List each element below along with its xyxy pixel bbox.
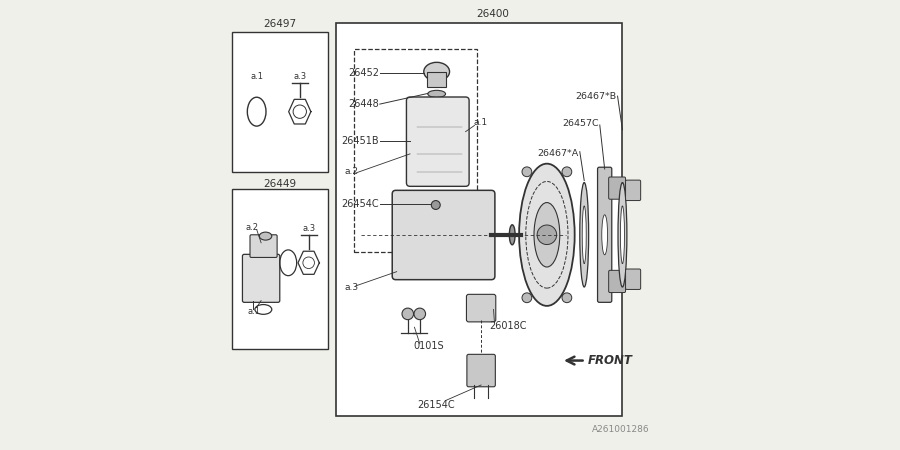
Circle shape [562,167,572,177]
Text: 26497: 26497 [263,19,296,29]
Text: 26448: 26448 [348,99,379,109]
Bar [355,50,477,252]
Text: a.3: a.3 [345,283,358,292]
Text: 26452: 26452 [348,68,379,78]
FancyBboxPatch shape [626,180,641,201]
Circle shape [402,308,414,319]
Ellipse shape [534,202,560,267]
FancyBboxPatch shape [250,235,277,257]
FancyBboxPatch shape [242,254,280,302]
Text: A261001286: A261001286 [592,425,650,434]
Ellipse shape [509,225,515,245]
Text: a.2: a.2 [246,223,258,232]
Bar [232,189,328,350]
Text: a.3: a.3 [293,72,306,81]
Circle shape [522,293,532,303]
Circle shape [562,293,572,303]
FancyBboxPatch shape [467,354,495,387]
Text: FRONT: FRONT [588,354,633,367]
Text: a.2: a.2 [345,167,358,176]
Bar [427,72,446,87]
Ellipse shape [519,164,575,306]
Text: 26154C: 26154C [417,400,454,410]
Circle shape [414,308,426,319]
Ellipse shape [618,183,627,287]
FancyBboxPatch shape [407,97,469,186]
Text: a.1: a.1 [473,118,487,127]
Text: 0101S: 0101S [414,341,445,351]
Text: a.3: a.3 [302,224,315,233]
FancyBboxPatch shape [598,167,612,302]
Circle shape [537,225,557,244]
Text: 26018C: 26018C [489,321,526,331]
Text: 26454C: 26454C [341,198,379,209]
Ellipse shape [580,183,589,287]
Bar [232,32,328,171]
Text: a.1: a.1 [250,72,263,81]
Ellipse shape [582,206,586,264]
Ellipse shape [424,63,450,81]
Ellipse shape [602,215,608,255]
Text: 26467*A: 26467*A [537,149,579,158]
Bar [336,23,623,416]
FancyBboxPatch shape [608,270,626,292]
Ellipse shape [620,206,625,264]
Ellipse shape [428,90,446,98]
Text: 26467*B: 26467*B [575,92,616,101]
FancyBboxPatch shape [626,269,641,289]
Text: 26400: 26400 [476,9,508,19]
Ellipse shape [259,232,272,240]
Text: a.1: a.1 [248,307,260,316]
FancyBboxPatch shape [466,294,496,322]
Text: 26449: 26449 [263,179,296,189]
Text: 26457C: 26457C [562,119,598,128]
Text: 26451B: 26451B [341,136,379,146]
FancyBboxPatch shape [392,190,495,279]
Circle shape [522,167,532,177]
FancyBboxPatch shape [608,177,626,199]
Circle shape [431,201,440,209]
